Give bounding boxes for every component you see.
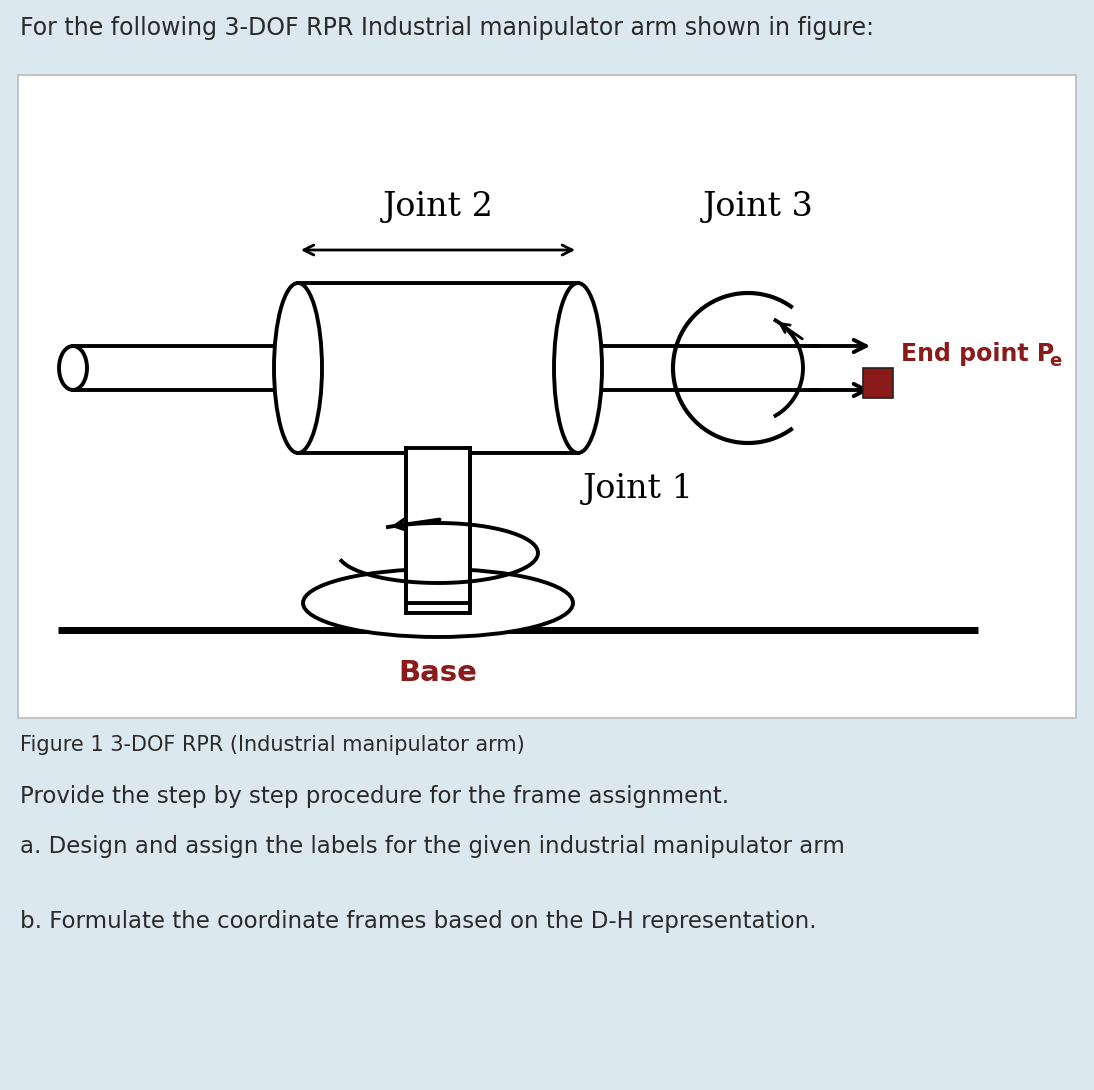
FancyBboxPatch shape [18, 75, 1076, 718]
Text: e: e [1049, 352, 1061, 370]
Text: Provide the step by step procedure for the frame assignment.: Provide the step by step procedure for t… [20, 785, 729, 808]
Ellipse shape [303, 569, 573, 637]
Ellipse shape [554, 283, 602, 453]
Text: Figure 1 3-DOF RPR (Industrial manipulator arm): Figure 1 3-DOF RPR (Industrial manipulat… [20, 735, 525, 755]
Text: Joint 2: Joint 2 [383, 191, 493, 223]
Text: Joint 1: Joint 1 [583, 473, 694, 505]
Text: a. Design and assign the labels for the given industrial manipulator arm: a. Design and assign the labels for the … [20, 835, 845, 858]
Text: Joint 3: Joint 3 [702, 191, 814, 223]
Text: Base: Base [398, 659, 477, 687]
Text: For the following 3-DOF RPR Industrial manipulator arm shown in figure:: For the following 3-DOF RPR Industrial m… [20, 16, 874, 40]
Ellipse shape [59, 346, 88, 390]
Bar [863, 368, 893, 398]
Bar [406, 448, 470, 613]
Text: End point P: End point P [901, 342, 1055, 366]
Ellipse shape [274, 283, 322, 453]
Text: b. Formulate the coordinate frames based on the D-H representation.: b. Formulate the coordinate frames based… [20, 910, 816, 933]
